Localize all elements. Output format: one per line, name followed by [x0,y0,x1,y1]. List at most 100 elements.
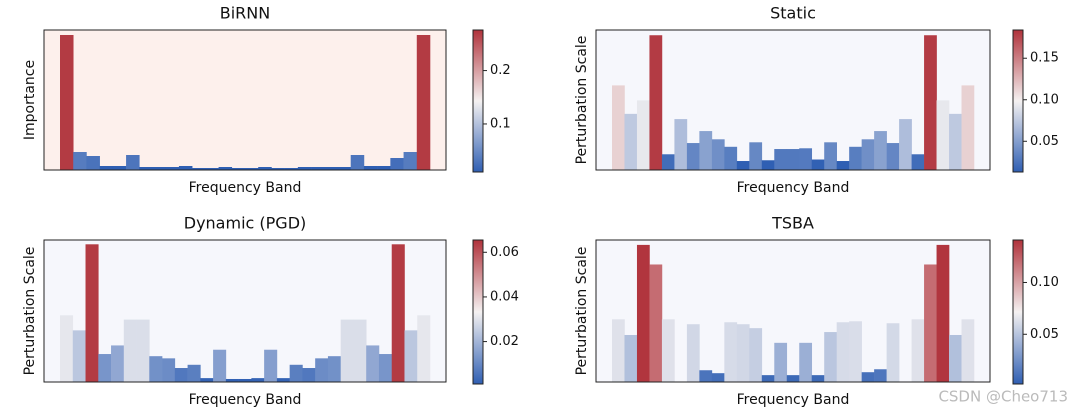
plot-frame [595,239,991,383]
colorbar-tick-label: 0.05 [1030,134,1059,149]
colorbar [472,29,484,173]
bar [213,349,227,382]
bar [899,119,912,170]
y-axis-label: Perturbation Scale [574,36,590,165]
bar [861,139,875,170]
y-axis-label: Perturbation Scale [574,247,590,376]
bar [849,321,862,382]
bar [624,113,638,170]
bar [353,319,367,382]
colorbar-tick-label: 0.05 [1030,327,1059,342]
bar [799,148,813,170]
bar [99,166,114,170]
bar [231,168,246,170]
bar [936,244,950,382]
plot-frame [595,29,991,171]
colorbar [1012,29,1024,173]
bar [377,166,391,170]
bar [72,330,86,382]
bar [824,142,837,170]
bar [886,323,900,382]
x-axis-label: Frequency Band [737,180,850,196]
bar [824,332,837,382]
bar [774,342,788,382]
bar [836,161,850,170]
bar [612,319,625,382]
chart-title: Dynamic (PGD) [184,214,307,233]
bar [149,356,163,382]
bar [363,166,378,170]
colorbar-tick-label: 0.15 [1030,51,1059,66]
bar [836,322,850,382]
x-axis-label: Frequency Band [189,180,302,196]
bar [350,155,365,170]
bar [949,334,962,382]
bar [271,168,285,170]
colorbar-tick-label: 0.10 [1030,275,1059,290]
bar [636,100,650,170]
colorbar [472,239,484,385]
bar [761,375,775,382]
bar [686,324,700,382]
bar [849,146,862,170]
bar [297,167,312,170]
y-axis-label: Perturbation Scale [22,247,38,376]
bar [289,364,303,382]
bar [416,35,431,170]
bar [165,167,180,170]
bar [624,334,638,382]
bar [174,368,188,382]
bar [139,167,153,170]
bar [711,373,725,382]
bar [749,328,763,382]
bar [811,159,825,170]
bar [799,342,813,382]
bar [264,349,278,382]
colorbar-tick-label: 0.02 [490,334,519,349]
bar [366,345,380,382]
bar [699,370,713,382]
watermark: CSDN @Cheo713 [938,388,1068,406]
bar [340,319,354,382]
bar [390,158,404,170]
bar [811,375,825,382]
bar [73,152,87,170]
bar [86,156,100,170]
bar [60,315,74,382]
bar [674,119,688,170]
bar [736,161,750,170]
bar [961,85,975,170]
bar [936,100,950,170]
bar [245,168,259,170]
colorbar-tick-label: 0.10 [1030,92,1059,107]
bar [258,167,272,170]
bar [661,319,675,382]
bar [786,375,800,382]
bar [874,131,887,170]
bar [324,167,338,170]
bar [337,167,352,170]
bar [192,168,206,170]
bar [251,378,265,382]
bar [749,142,763,170]
bar [126,155,140,170]
bar [111,345,125,382]
plot-frame [43,29,447,171]
bar [404,330,418,382]
bar [315,358,329,382]
bar [874,369,887,382]
bar [152,167,167,170]
colorbar-tick-label: 0.2 [490,63,511,78]
bar [200,378,214,382]
bar [961,319,975,382]
bar [98,354,112,382]
bar [85,244,99,382]
bar [136,319,150,382]
bar [162,358,176,382]
bar [861,372,875,382]
bar [403,152,418,170]
plot-background [44,30,446,170]
chart-title: TSBA [771,214,814,233]
bar [649,264,663,382]
bar [911,319,925,382]
